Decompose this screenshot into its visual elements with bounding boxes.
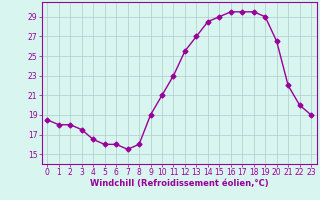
X-axis label: Windchill (Refroidissement éolien,°C): Windchill (Refroidissement éolien,°C) (90, 179, 268, 188)
